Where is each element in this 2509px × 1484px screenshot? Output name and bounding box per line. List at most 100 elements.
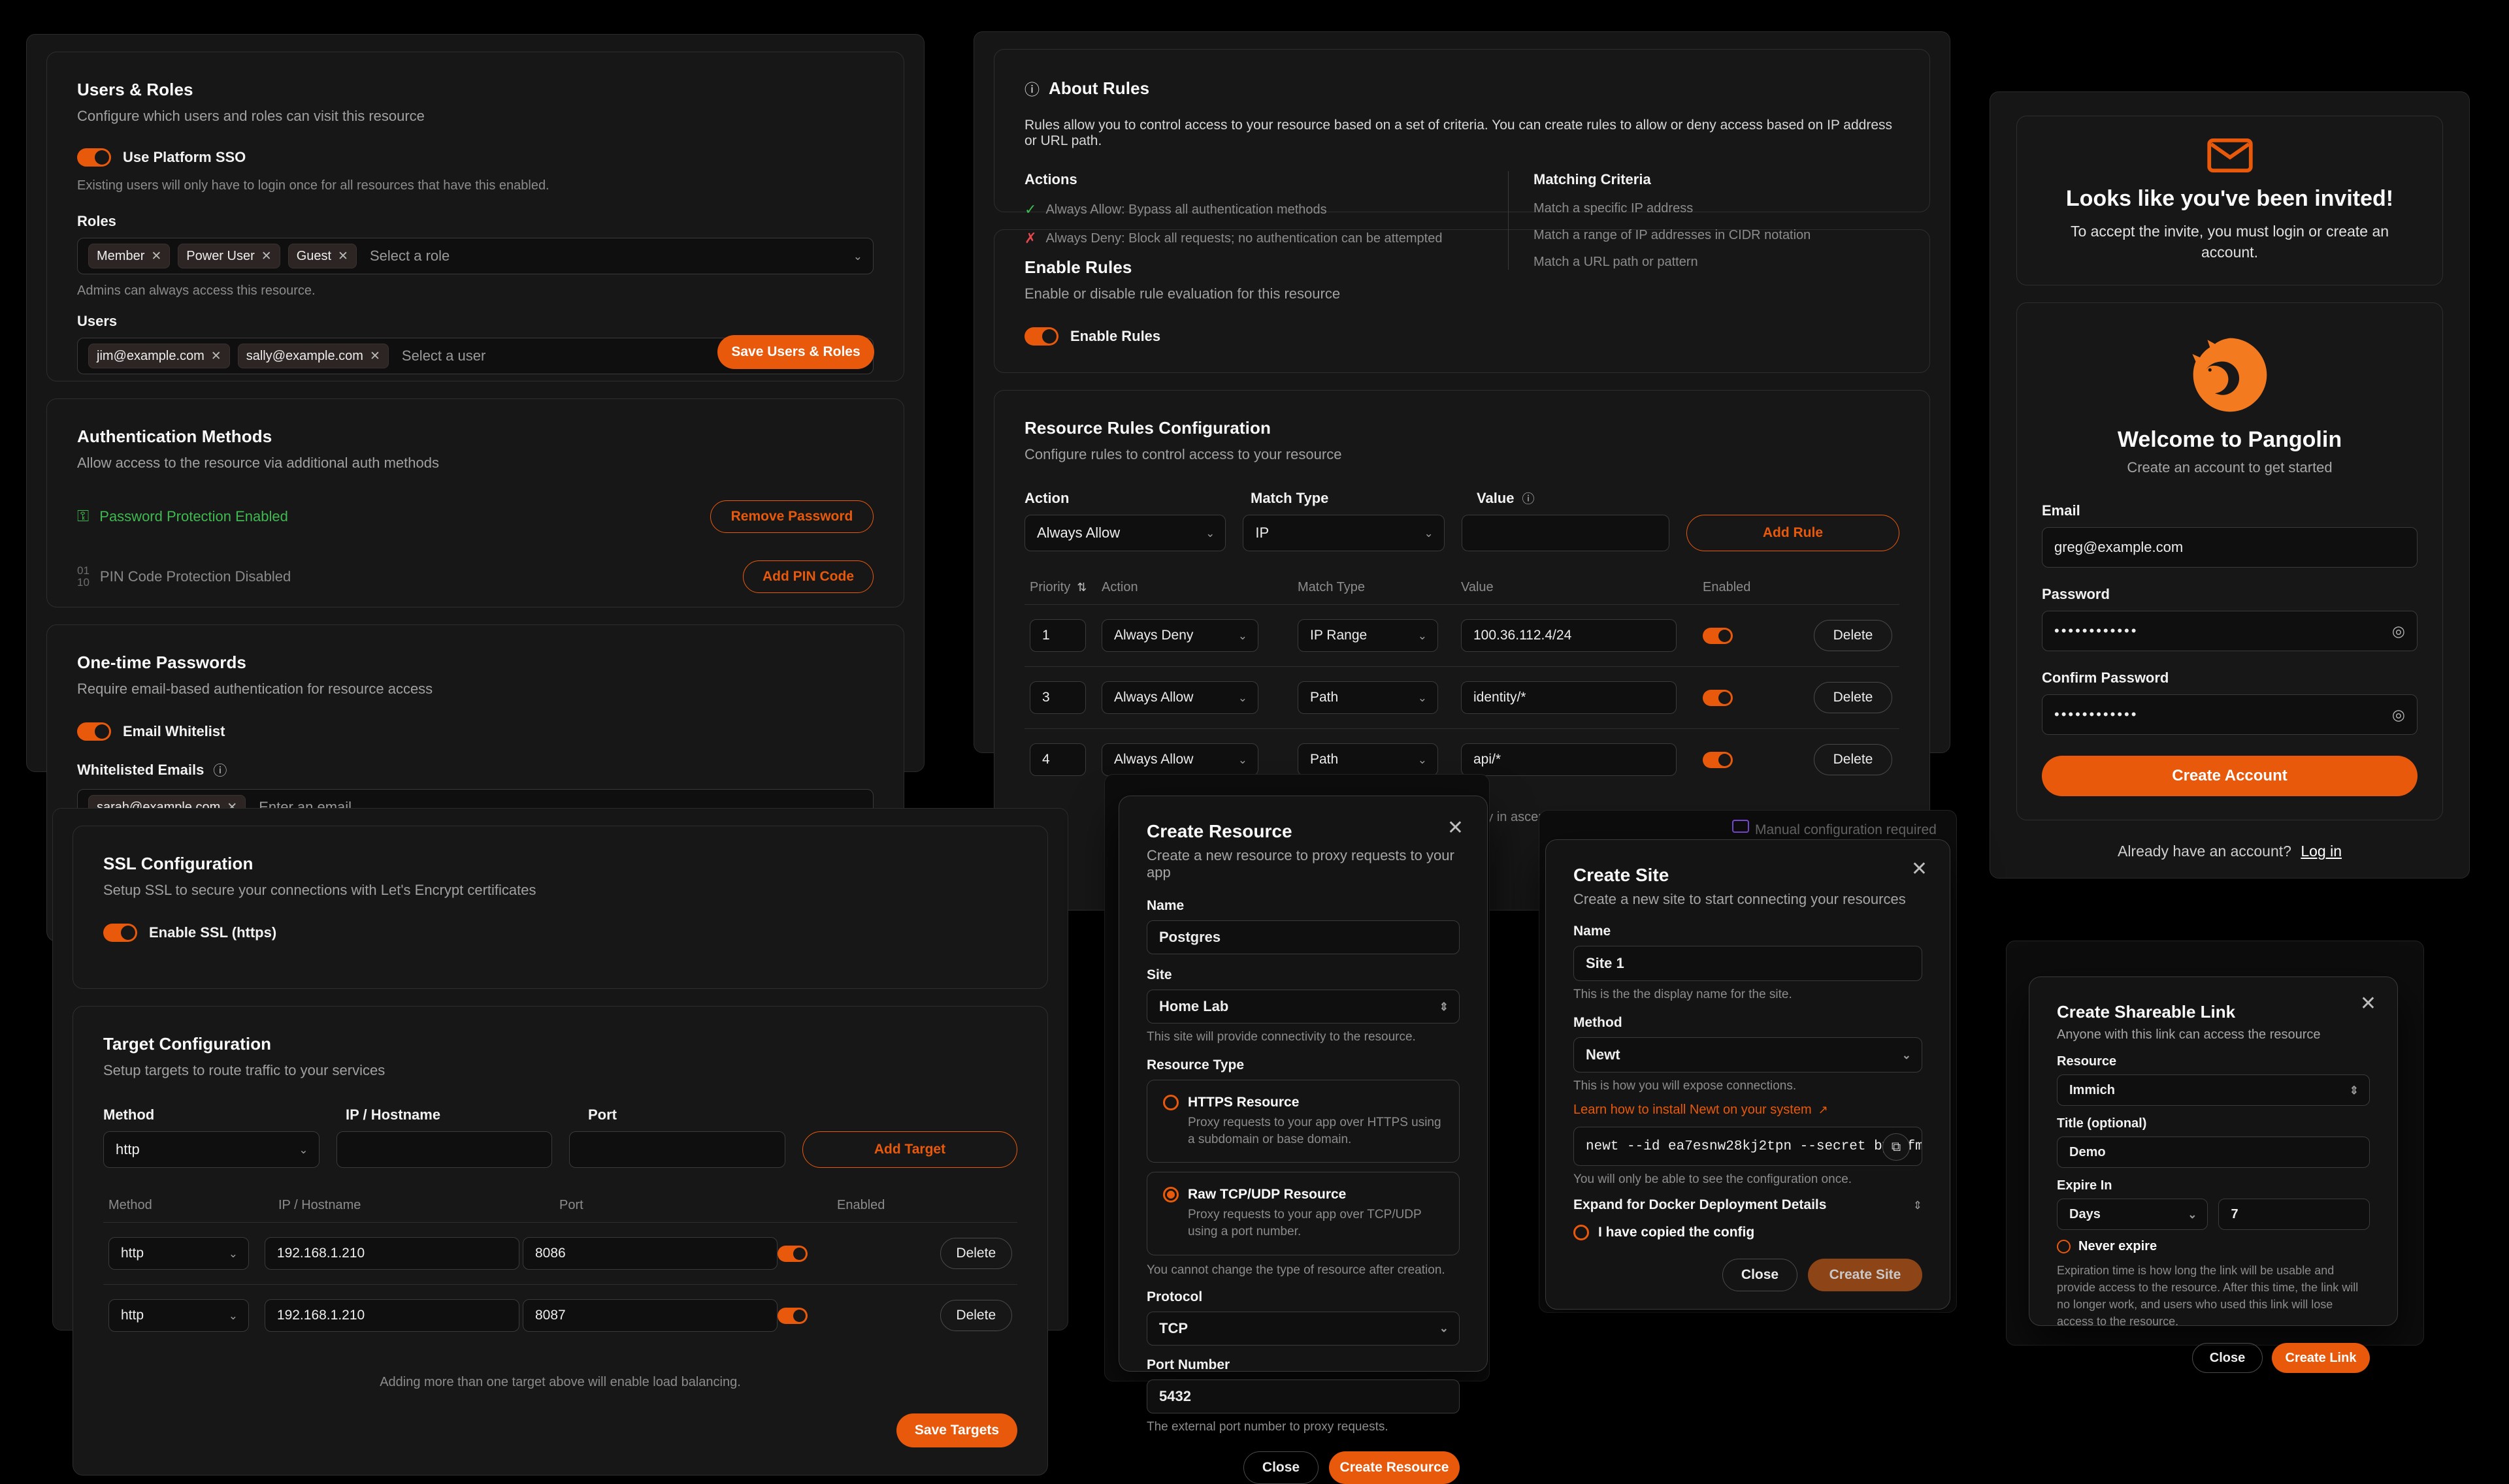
expire-amount-input[interactable]: 7 — [2218, 1199, 2370, 1230]
user-chip[interactable]: jim@example.com ✕ — [88, 344, 230, 368]
priority-input[interactable]: 4 — [1030, 743, 1086, 776]
resource-type-https-option[interactable]: HTTPS Resource Proxy requests to your ap… — [1147, 1080, 1460, 1163]
role-chip[interactable]: Member ✕ — [88, 244, 171, 268]
create-link-button[interactable]: Create Link — [2272, 1343, 2370, 1374]
newt-install-link[interactable]: Learn how to install Newt on your system — [1573, 1103, 1812, 1117]
sort-icon[interactable]: ⇅ — [1077, 581, 1087, 594]
user-chip[interactable]: sally@example.com ✕ — [237, 344, 389, 368]
rule-match-select[interactable]: Path ⌄ — [1298, 681, 1438, 714]
email-field[interactable]: greg@example.com — [2042, 527, 2418, 568]
radio-icon[interactable] — [1163, 1095, 1179, 1110]
site-method-select[interactable]: Newt ⌄ — [1573, 1037, 1922, 1073]
close-button[interactable]: Close — [2192, 1343, 2263, 1374]
login-link[interactable]: Log in — [2301, 843, 2342, 860]
target-host-input[interactable]: 192.168.1.210 — [264, 1299, 519, 1332]
eye-icon[interactable]: ◎ — [2391, 705, 2405, 723]
link-resource-select[interactable]: Immich ⇕ — [2057, 1074, 2370, 1106]
info-icon[interactable]: ⓘ — [213, 764, 227, 779]
delete-rule-button[interactable]: Delete — [1814, 682, 1892, 713]
target-method-select[interactable]: http ⌄ — [108, 1237, 249, 1270]
priority-input[interactable]: 1 — [1030, 619, 1086, 652]
enable-rules-toggle[interactable] — [1025, 327, 1058, 346]
create-site-button[interactable]: Create Site — [1808, 1259, 1922, 1291]
close-button[interactable]: Close — [1722, 1259, 1797, 1291]
port-number-input[interactable]: 5432 — [1147, 1379, 1460, 1413]
close-icon[interactable]: ✕ — [1910, 858, 1927, 880]
new-target-host-input[interactable] — [336, 1131, 553, 1168]
confirm-password-field[interactable]: •••••••••••• ◎ — [2042, 694, 2418, 735]
target-enabled-toggle[interactable] — [778, 1307, 808, 1324]
eye-icon[interactable]: ◎ — [2391, 622, 2405, 639]
add-target-button[interactable]: Add Target — [802, 1131, 1017, 1168]
copy-icon[interactable]: ⧉ — [1882, 1133, 1910, 1161]
resource-type-tcp-option[interactable]: Raw TCP/UDP Resource Proxy requests to y… — [1147, 1172, 1460, 1255]
rule-value-input[interactable]: 100.36.112.4/24 — [1461, 619, 1677, 652]
chevron-down-icon[interactable]: ⌄ — [853, 250, 862, 263]
target-enabled-toggle[interactable] — [778, 1245, 808, 1262]
close-button[interactable]: Close — [1243, 1451, 1319, 1484]
radio-icon[interactable] — [1573, 1225, 1589, 1240]
remove-icon[interactable]: ✕ — [261, 249, 272, 263]
remove-icon[interactable]: ✕ — [338, 249, 348, 263]
expire-note: Expiration time is how long the link wil… — [2057, 1264, 2359, 1329]
target-port-input[interactable]: 8087 — [522, 1299, 778, 1332]
save-users-roles-button[interactable]: Save Users & Roles — [717, 335, 874, 369]
target-method-select[interactable]: http ⌄ — [108, 1299, 249, 1332]
email-whitelist-toggle[interactable] — [77, 722, 111, 741]
remove-icon[interactable]: ✕ — [369, 349, 380, 363]
remove-password-button[interactable]: Remove Password — [710, 500, 874, 533]
rule-match-select[interactable]: IP Range ⌄ — [1298, 619, 1438, 652]
external-link-icon[interactable]: ↗ — [1818, 1103, 1828, 1116]
rule-action-select[interactable]: Always Deny ⌄ — [1102, 619, 1258, 652]
rule-enabled-toggle[interactable] — [1703, 689, 1733, 706]
enable-ssl-toggle[interactable] — [103, 924, 137, 942]
chevron-updown-icon[interactable]: ⇕ — [1912, 1199, 1922, 1212]
rule-enabled-toggle[interactable] — [1703, 751, 1733, 768]
target-port-input[interactable]: 8086 — [522, 1237, 778, 1270]
new-target-method-select[interactable]: http ⌄ — [103, 1131, 320, 1168]
add-pin-code-button[interactable]: Add PIN Code — [743, 560, 874, 593]
priority-input[interactable]: 3 — [1030, 681, 1086, 714]
rule-match-select[interactable]: Path ⌄ — [1298, 743, 1438, 776]
save-targets-button[interactable]: Save Targets — [896, 1413, 1017, 1447]
close-icon[interactable]: ✕ — [2359, 993, 2376, 1014]
delete-target-button[interactable]: Delete — [940, 1238, 1012, 1269]
info-icon[interactable]: ⓘ — [1522, 492, 1535, 506]
new-target-port-input[interactable] — [569, 1131, 785, 1168]
site-name-input[interactable]: Site 1 — [1573, 946, 1922, 981]
radio-icon[interactable] — [1163, 1187, 1179, 1203]
resource-site-select[interactable]: Home Lab ⇕ — [1147, 990, 1460, 1024]
newt-command-box[interactable]: newt --id ea7esnw28kj2tpn --secret by7jf… — [1573, 1127, 1922, 1166]
roles-select[interactable]: Member ✕ Power User ✕ Guest ✕ Select a role… — [77, 238, 874, 274]
remove-icon[interactable]: ✕ — [210, 349, 221, 363]
new-rule-match-select[interactable]: IP ⌄ — [1243, 515, 1445, 551]
delete-rule-button[interactable]: Delete — [1814, 620, 1892, 651]
password-field[interactable]: •••••••••••• ◎ — [2042, 611, 2418, 652]
resource-name-input[interactable]: Postgres — [1147, 920, 1460, 954]
remove-icon[interactable]: ✕ — [151, 249, 162, 263]
role-chip[interactable]: Guest ✕ — [287, 244, 357, 268]
link-title-label: Title (optional) — [2057, 1116, 2147, 1131]
new-rule-action-select[interactable]: Always Allow ⌄ — [1025, 515, 1226, 551]
link-title-input[interactable]: Demo — [2057, 1137, 2370, 1168]
platform-sso-toggle[interactable] — [77, 148, 111, 167]
close-icon[interactable]: ✕ — [1447, 817, 1464, 839]
rule-action-select[interactable]: Always Allow ⌄ — [1102, 743, 1258, 776]
role-chip[interactable]: Power User ✕ — [178, 244, 280, 268]
expire-unit-select[interactable]: Days ⌄ — [2057, 1199, 2208, 1230]
docker-details-label[interactable]: Expand for Docker Deployment Details — [1573, 1197, 1827, 1212]
target-host-input[interactable]: 192.168.1.210 — [264, 1237, 519, 1270]
radio-icon[interactable] — [2057, 1240, 2071, 1253]
rule-enabled-toggle[interactable] — [1703, 627, 1733, 644]
rule-value-input[interactable]: api/* — [1461, 743, 1677, 776]
add-rule-button[interactable]: Add Rule — [1686, 515, 1900, 551]
delete-target-button[interactable]: Delete — [940, 1300, 1012, 1331]
create-account-button[interactable]: Create Account — [2042, 756, 2418, 797]
criteria-item: Match a range of IP addresses in CIDR no… — [1533, 228, 1811, 242]
rule-action-select[interactable]: Always Allow ⌄ — [1102, 681, 1258, 714]
new-rule-value-input[interactable] — [1461, 515, 1669, 551]
create-resource-button[interactable]: Create Resource — [1329, 1451, 1460, 1484]
protocol-select[interactable]: TCP ⌄ — [1147, 1311, 1460, 1346]
rule-value-input[interactable]: identity/* — [1461, 681, 1677, 714]
delete-rule-button[interactable]: Delete — [1814, 744, 1892, 775]
